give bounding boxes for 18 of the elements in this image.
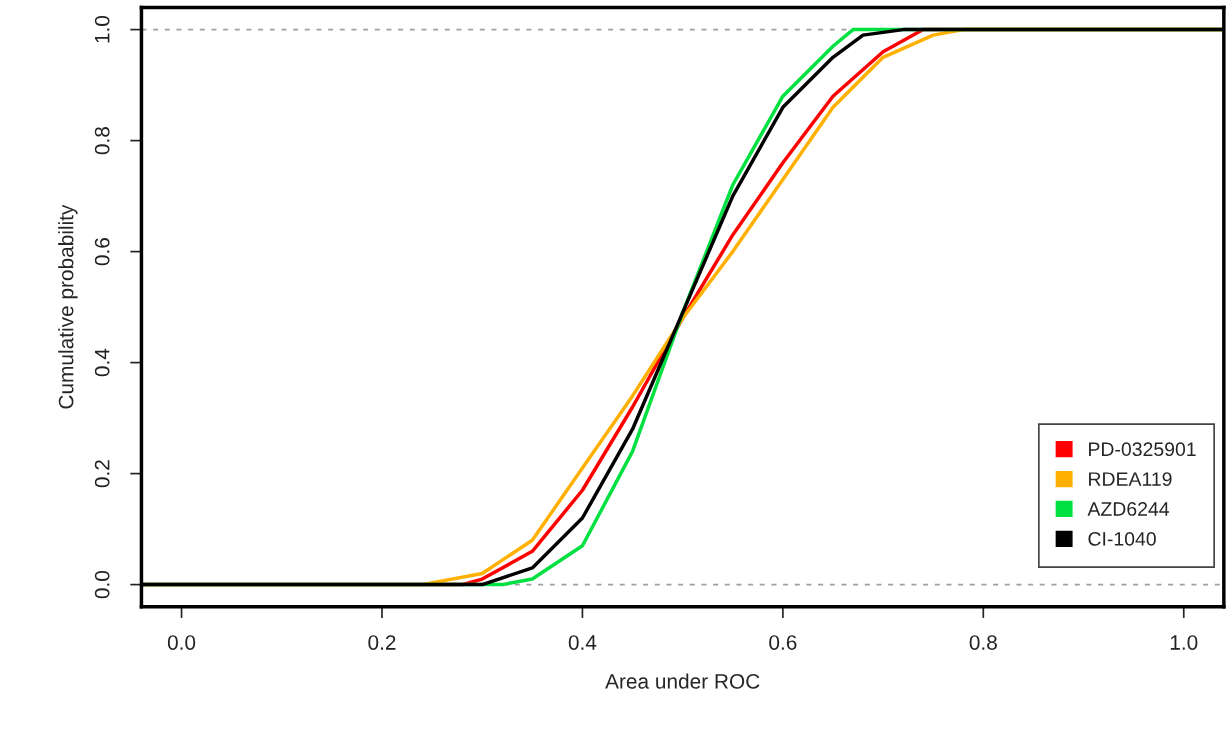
- x-tick-label: 1.0: [1170, 635, 1198, 650]
- y-tick-label: 0.6: [94, 238, 110, 266]
- x-tick-label: 0.8: [969, 635, 997, 650]
- x-tick-label: 0.2: [368, 635, 396, 650]
- y-axis-title: Cumulative probability: [58, 204, 78, 409]
- x-tick-label: 0.6: [769, 635, 797, 650]
- x-tick-label: 0.4: [568, 635, 597, 650]
- legend-label: RDEA119: [1089, 472, 1172, 486]
- y-tick-label: 0.4: [94, 348, 110, 377]
- y-tick-label: 0.0: [94, 570, 110, 599]
- y-tick-label: 1.0: [94, 15, 110, 43]
- legend-label: PD-0325901: [1089, 442, 1196, 457]
- x-tick-label: 0.0: [167, 635, 196, 650]
- y-tick-label: 0.8: [94, 127, 110, 155]
- y-tick-label: 0.2: [94, 460, 110, 488]
- legend-label: CI-1040: [1088, 532, 1156, 546]
- x-axis-title: Area under ROC: [605, 673, 760, 689]
- legend-label: AZD6244: [1087, 502, 1170, 516]
